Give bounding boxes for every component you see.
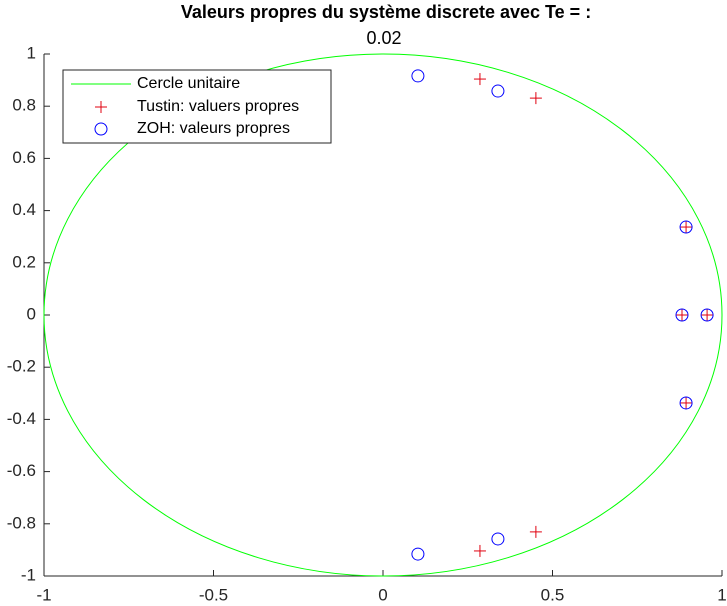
plus-marker <box>701 309 714 321</box>
y-tick-label: -0.6 <box>7 461 36 480</box>
plus-marker <box>529 525 542 538</box>
y-tick-label: 0.8 <box>12 96 36 115</box>
y-tick-label: 0.4 <box>12 200 36 219</box>
legend-label: Tustin: valuers propres <box>137 98 299 115</box>
plus-marker <box>473 544 486 557</box>
legend-label: ZOH: valeurs propres <box>137 120 290 137</box>
x-tick-label: 1 <box>717 585 726 604</box>
legend-label: Cercle unitaire <box>137 75 240 92</box>
y-tick-label: -0.8 <box>7 513 36 532</box>
legend-box <box>62 69 332 144</box>
y-tick-label: 1 <box>27 43 36 62</box>
plus-marker <box>473 73 486 86</box>
x-tick-label: 0.5 <box>541 585 565 604</box>
y-tick-label: -0.4 <box>7 409 36 428</box>
legend-marker <box>94 122 108 136</box>
x-tick-label: -1 <box>36 585 51 604</box>
plus-marker <box>680 396 693 409</box>
unit-circle <box>43 53 723 577</box>
circle-marker <box>491 84 505 98</box>
chart-title: Valeurs propres du système discrete avec… <box>181 2 591 22</box>
y-tick-label: 0 <box>27 304 36 323</box>
y-tick-label: 0.2 <box>12 252 36 271</box>
circle-marker <box>411 547 425 561</box>
circle-marker <box>700 308 714 322</box>
x-tick-label: 0 <box>378 585 387 604</box>
plus-marker <box>680 221 693 234</box>
plus-marker <box>529 92 542 105</box>
circle-marker <box>679 396 693 410</box>
y-tick-label: -1 <box>21 565 36 584</box>
y-tick-label: -0.2 <box>7 357 36 376</box>
legend-marker <box>95 101 107 113</box>
y-tick-label: 0.6 <box>12 148 36 167</box>
chart-subtitle: 0.02 <box>366 28 401 48</box>
circle-marker <box>679 220 693 234</box>
circle-marker <box>675 308 689 322</box>
circle-marker <box>411 69 425 83</box>
plus-marker <box>675 309 688 321</box>
x-tick-label: -0.5 <box>199 585 228 604</box>
circle-marker <box>491 532 505 546</box>
